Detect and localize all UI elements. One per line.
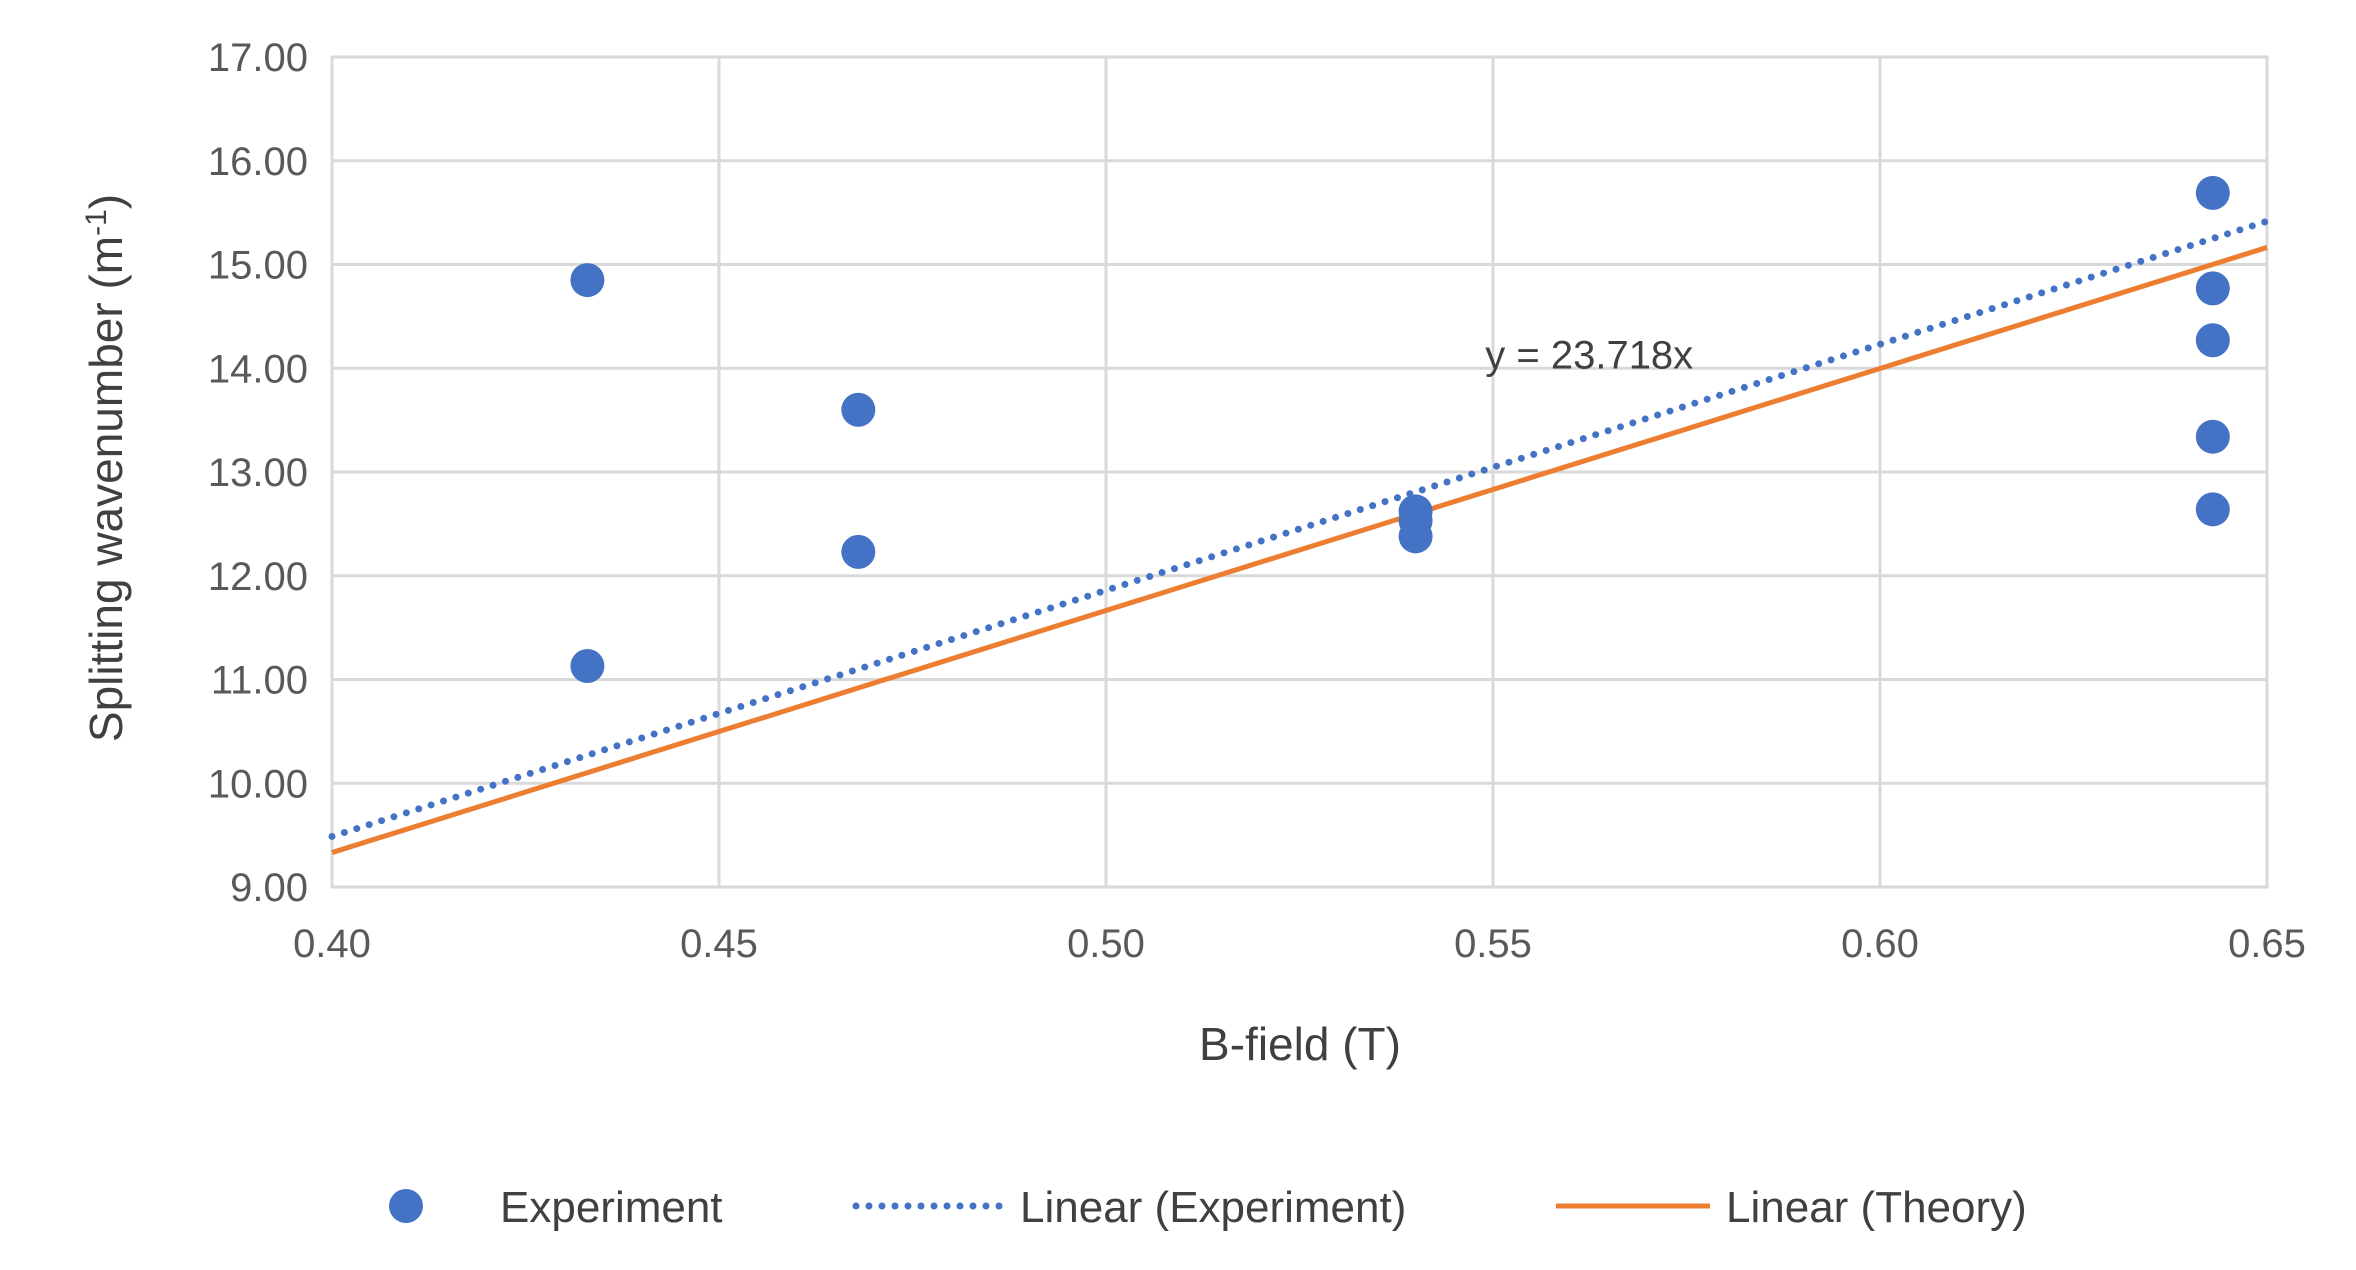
- y-tick-label: 17.00: [208, 36, 308, 80]
- data-point-experiment: [2195, 271, 2230, 306]
- annotations: y = 23.718x: [1485, 333, 1693, 377]
- y-axis-title: Splitting wavenumber (m-1): [80, 194, 132, 742]
- y-axis-title-sup: -1: [80, 209, 113, 236]
- x-tick-label: 0.40: [293, 922, 371, 966]
- y-tick-label: 11.00: [211, 659, 308, 703]
- y-tick-label: 12.00: [208, 555, 308, 599]
- data-point-experiment: [2195, 175, 2230, 210]
- x-axis-title: B-field (T): [1199, 1018, 1401, 1070]
- y-tick-label: 14.00: [208, 347, 308, 391]
- trendline-theory: [331, 245, 2268, 855]
- trendline-equation: y = 23.718x: [1485, 333, 1693, 377]
- y-axis-ticks: 9.00 10.00 11.00 12.00 13.00 14.00 15.00 16.00 1…: [208, 36, 308, 910]
- y-tick-label: 16.00: [208, 140, 308, 184]
- data-point-experiment: [2195, 419, 2230, 454]
- y-tick-label: 10.00: [208, 762, 308, 806]
- legend-marker-experiment: [389, 1189, 423, 1223]
- y-tick-label: 15.00: [208, 244, 308, 288]
- data-point-experiment: [841, 392, 876, 427]
- data-point-experiment: [2195, 492, 2230, 527]
- x-tick-label: 0.45: [680, 922, 758, 966]
- x-tick-label: 0.55: [1454, 922, 1532, 966]
- y-axis-title-end: ): [80, 194, 132, 209]
- data-point-experiment: [570, 649, 605, 684]
- data-point-experiment: [570, 263, 605, 298]
- legend-label-experiment: Experiment: [500, 1183, 723, 1232]
- y-tick-label: 13.00: [208, 451, 308, 495]
- trendline-experiment: [328, 217, 2271, 840]
- plot-area-border: [330, 55, 2269, 889]
- data-point-experiment: [1398, 519, 1433, 554]
- x-tick-label: 0.50: [1067, 922, 1145, 966]
- x-tick-label: 0.60: [1841, 922, 1919, 966]
- data-point-experiment: [2195, 323, 2230, 358]
- x-axis-ticks: 0.40 0.45 0.50 0.55 0.60 0.65: [293, 922, 2306, 966]
- trend-lines: [328, 217, 2271, 855]
- y-tick-label: 9.00: [230, 866, 308, 910]
- legend: Experiment Linear (Experiment) Linear (T…: [389, 1183, 2027, 1232]
- x-tick-label: 0.65: [2228, 922, 2306, 966]
- legend-label-linear-theory: Linear (Theory): [1726, 1183, 2027, 1232]
- scatter-points: [570, 175, 2230, 684]
- data-point-experiment: [841, 534, 876, 569]
- y-axis-title-main: Splitting wavenumber (m: [80, 236, 132, 742]
- legend-label-linear-experiment: Linear (Experiment): [1020, 1183, 1406, 1232]
- grid: [330, 55, 2269, 889]
